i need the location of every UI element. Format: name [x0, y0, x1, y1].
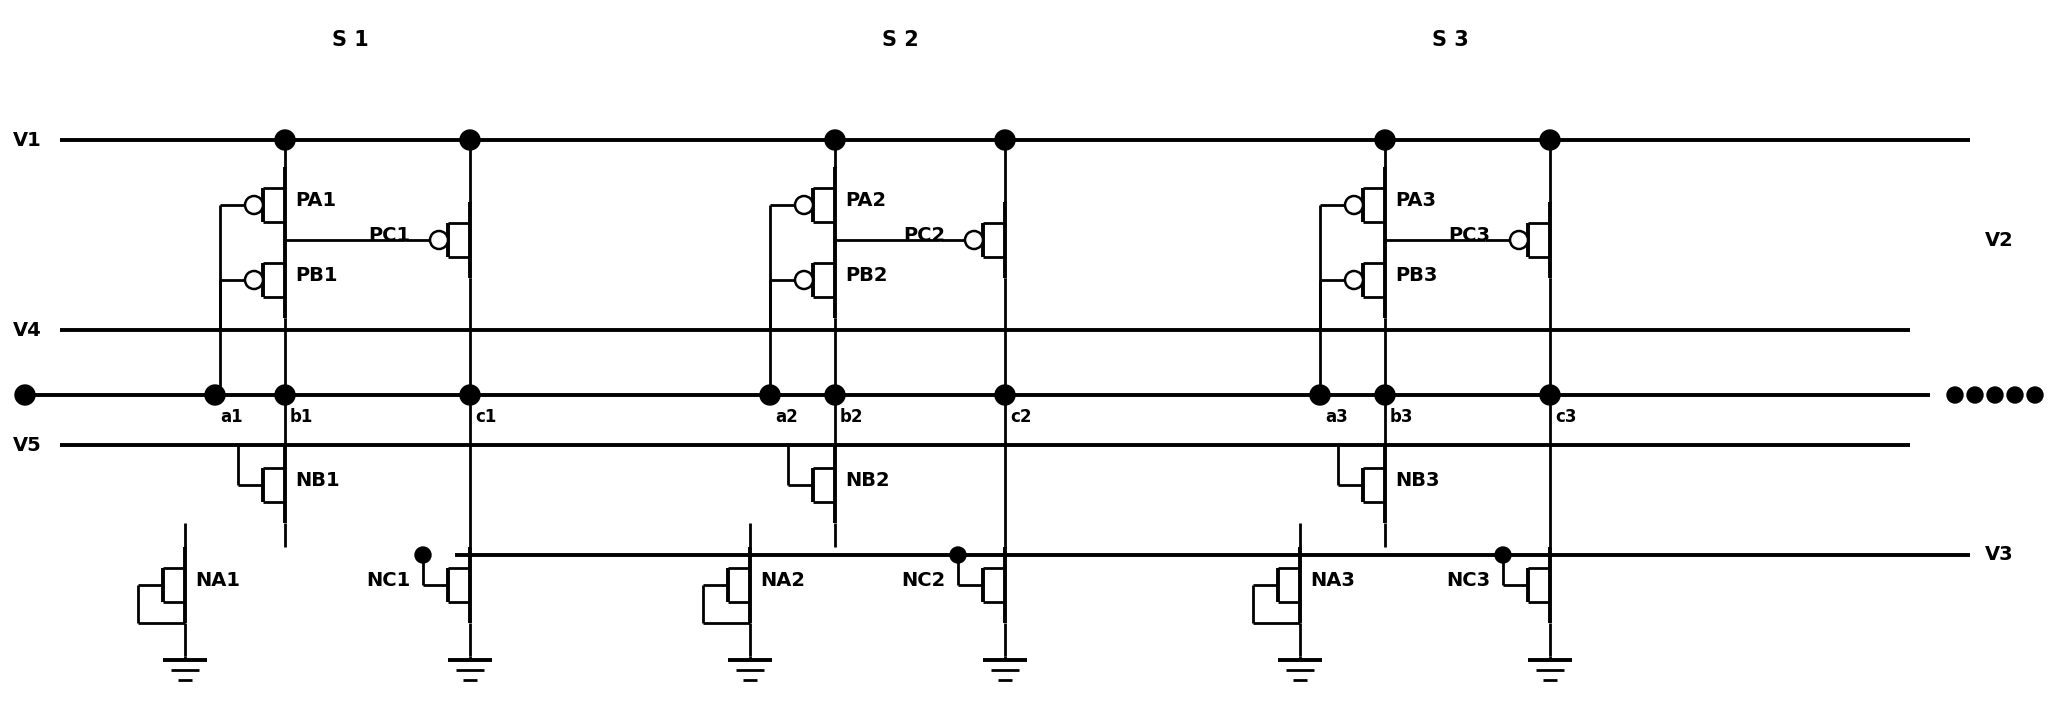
- Circle shape: [205, 385, 226, 405]
- Text: V5: V5: [12, 435, 41, 455]
- Text: PA3: PA3: [1396, 190, 1435, 209]
- Text: c2: c2: [1011, 408, 1031, 426]
- Text: PC2: PC2: [903, 225, 944, 245]
- Circle shape: [1541, 385, 1559, 405]
- Circle shape: [244, 271, 263, 289]
- Text: NB3: NB3: [1396, 470, 1439, 490]
- Text: NC3: NC3: [1446, 571, 1489, 589]
- Circle shape: [951, 547, 965, 563]
- Text: S 1: S 1: [331, 30, 369, 50]
- Circle shape: [14, 385, 35, 405]
- Circle shape: [1541, 130, 1559, 150]
- Text: NA1: NA1: [195, 571, 240, 589]
- Text: a2: a2: [775, 408, 797, 426]
- Text: NC1: NC1: [367, 571, 410, 589]
- Circle shape: [431, 231, 447, 249]
- Circle shape: [1967, 387, 1984, 403]
- Text: NA3: NA3: [1311, 571, 1354, 589]
- Circle shape: [1495, 547, 1512, 563]
- Text: S 3: S 3: [1431, 30, 1468, 50]
- Circle shape: [795, 271, 814, 289]
- Text: V4: V4: [12, 320, 41, 340]
- Text: a3: a3: [1325, 408, 1348, 426]
- Text: a1: a1: [220, 408, 242, 426]
- Circle shape: [824, 130, 845, 150]
- Circle shape: [1311, 385, 1330, 405]
- Text: PA1: PA1: [294, 190, 336, 209]
- Text: b1: b1: [290, 408, 313, 426]
- Text: NB1: NB1: [294, 470, 340, 490]
- Text: PC1: PC1: [369, 225, 410, 245]
- Circle shape: [244, 196, 263, 214]
- Text: PC3: PC3: [1448, 225, 1489, 245]
- Circle shape: [994, 130, 1015, 150]
- Circle shape: [275, 130, 294, 150]
- Text: b2: b2: [841, 408, 864, 426]
- Text: NB2: NB2: [845, 470, 891, 490]
- Circle shape: [965, 231, 984, 249]
- Text: c3: c3: [1555, 408, 1576, 426]
- Circle shape: [1375, 385, 1396, 405]
- Text: V2: V2: [1984, 230, 2013, 250]
- Text: V1: V1: [12, 131, 41, 149]
- Circle shape: [1375, 130, 1396, 150]
- Text: b3: b3: [1390, 408, 1414, 426]
- Circle shape: [2028, 387, 2042, 403]
- Circle shape: [460, 385, 480, 405]
- Text: PB3: PB3: [1396, 265, 1437, 285]
- Circle shape: [414, 547, 431, 563]
- Circle shape: [2007, 387, 2023, 403]
- Circle shape: [994, 385, 1015, 405]
- Circle shape: [760, 385, 781, 405]
- Circle shape: [1344, 271, 1363, 289]
- Circle shape: [1344, 196, 1363, 214]
- Circle shape: [824, 385, 845, 405]
- Text: NA2: NA2: [760, 571, 806, 589]
- Circle shape: [1510, 231, 1528, 249]
- Text: S 2: S 2: [882, 30, 917, 50]
- Text: c1: c1: [474, 408, 497, 426]
- Text: PA2: PA2: [845, 190, 886, 209]
- Circle shape: [1947, 387, 1963, 403]
- Circle shape: [1986, 387, 2003, 403]
- Circle shape: [460, 130, 480, 150]
- Circle shape: [275, 385, 294, 405]
- Text: NC2: NC2: [901, 571, 944, 589]
- Text: V3: V3: [1984, 546, 2013, 565]
- Text: PB1: PB1: [294, 265, 338, 285]
- Text: PB2: PB2: [845, 265, 888, 285]
- Circle shape: [795, 196, 814, 214]
